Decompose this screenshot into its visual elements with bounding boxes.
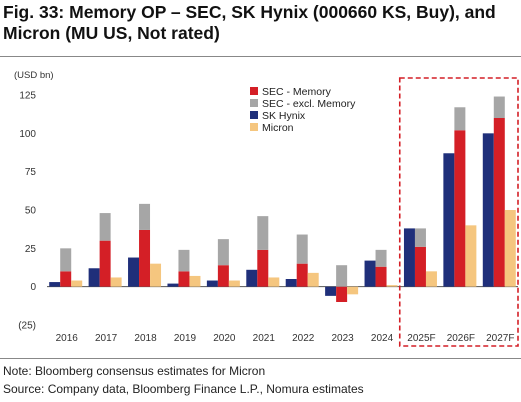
bar-micron — [307, 272, 319, 287]
y-tick-label: 100 — [19, 129, 36, 140]
y-tick-label: 75 — [25, 167, 37, 178]
y-tick-label: 25 — [25, 244, 37, 255]
bar-sec-excl-memory — [414, 228, 426, 247]
bar-sec-excl-memory — [296, 234, 308, 264]
bar-micron — [386, 285, 398, 287]
legend-swatch — [250, 99, 258, 107]
bar-micron — [347, 286, 359, 295]
bar-sec-memory — [60, 271, 72, 287]
bar-sec-memory — [493, 118, 505, 287]
chart-title: Fig. 33: Memory OP – SEC, SK Hynix (0006… — [3, 2, 496, 43]
bar-micron — [189, 275, 201, 287]
x-tick-label: 2023 — [332, 333, 355, 344]
bar-sk-hynix — [49, 282, 61, 287]
x-tick-label: 2024 — [371, 333, 394, 344]
x-tick-label: 2025F — [407, 333, 435, 344]
bar-micron — [504, 210, 516, 287]
bar-sk-hynix — [246, 269, 258, 287]
bar-sec-excl-memory — [217, 239, 229, 266]
bar-sk-hynix — [482, 133, 494, 287]
bar-sk-hynix — [403, 228, 415, 287]
bars — [49, 96, 516, 302]
bar-micron — [71, 280, 83, 287]
bar-sec-memory — [178, 271, 190, 287]
y-tick-label: (25) — [18, 321, 36, 332]
bar-micron — [228, 280, 240, 287]
bar-sec-excl-memory — [178, 249, 190, 272]
bar-sec-memory — [296, 263, 308, 287]
y-unit-label: (USD bn) — [14, 70, 54, 81]
x-tick-label: 2017 — [95, 333, 118, 344]
bar-sec-excl-memory — [336, 265, 348, 287]
bar-sec-memory — [454, 130, 466, 287]
x-tick-label: 2020 — [213, 333, 236, 344]
y-tick-label: 0 — [30, 282, 36, 293]
bar-sk-hynix — [206, 280, 218, 287]
x-axis-labels: 2016 2017 2018 2019 2020 2021 2022 2023 2024 2025… — [56, 333, 515, 344]
bar-sec-memory — [217, 265, 229, 287]
bar-sec-memory — [336, 286, 348, 302]
bar-micron — [268, 277, 280, 287]
legend-label: SEC - excl. Memory — [262, 98, 356, 110]
forecast-highlight-box — [398, 77, 519, 347]
y-tick-label: 125 — [19, 91, 36, 102]
legend-swatch — [250, 123, 258, 131]
bar-sec-excl-memory — [60, 248, 72, 272]
bar-sec-memory — [375, 266, 387, 287]
x-tick-label: 2016 — [56, 333, 79, 344]
bar-sec-memory — [414, 246, 426, 287]
bar-sec-memory — [139, 229, 151, 287]
bar-sk-hynix — [364, 260, 376, 287]
bar-sec-memory — [257, 249, 269, 287]
x-tick-label: 2018 — [134, 333, 157, 344]
bar-sk-hynix — [443, 153, 455, 287]
bar-sk-hynix — [128, 257, 140, 287]
x-tick-label: 2026F — [447, 333, 475, 344]
x-tick-label: 2019 — [174, 333, 197, 344]
legend-label: SK Hynix — [262, 110, 306, 122]
bar-micron — [425, 271, 437, 287]
bar-sk-hynix — [285, 279, 297, 287]
top-divider — [0, 56, 521, 57]
x-tick-label: 2022 — [292, 333, 315, 344]
legend-label: Micron — [262, 122, 294, 134]
bar-sk-hynix — [325, 286, 337, 296]
bar-sec-excl-memory — [493, 96, 505, 118]
legend-label: SEC - Memory — [262, 86, 332, 98]
x-tick-label: 2021 — [253, 333, 276, 344]
legend-swatch — [250, 87, 258, 95]
chart-source: Source: Company data, Bloomberg Finance … — [3, 382, 364, 396]
bar-micron — [150, 263, 162, 287]
legend-swatch — [250, 111, 258, 119]
x-tick-label: 2027F — [486, 333, 514, 344]
bar-sec-excl-memory — [99, 213, 111, 241]
y-tick-label: 50 — [25, 206, 37, 217]
bar-sec-excl-memory — [257, 216, 269, 250]
bar-micron — [465, 225, 477, 287]
chart-note: Note: Bloomberg consensus estimates for … — [3, 364, 266, 378]
bar-micron — [110, 277, 122, 287]
bar-sec-excl-memory — [454, 107, 466, 131]
bar-sk-hynix — [88, 268, 100, 287]
bar-sk-hynix — [167, 283, 179, 287]
bar-sec-excl-memory — [375, 249, 387, 267]
y-axis: (25) 0 25 50 75 100 125 — [18, 91, 518, 332]
bar-sec-excl-memory — [139, 203, 151, 230]
bar-sec-memory — [99, 240, 111, 287]
bottom-divider — [0, 358, 521, 359]
